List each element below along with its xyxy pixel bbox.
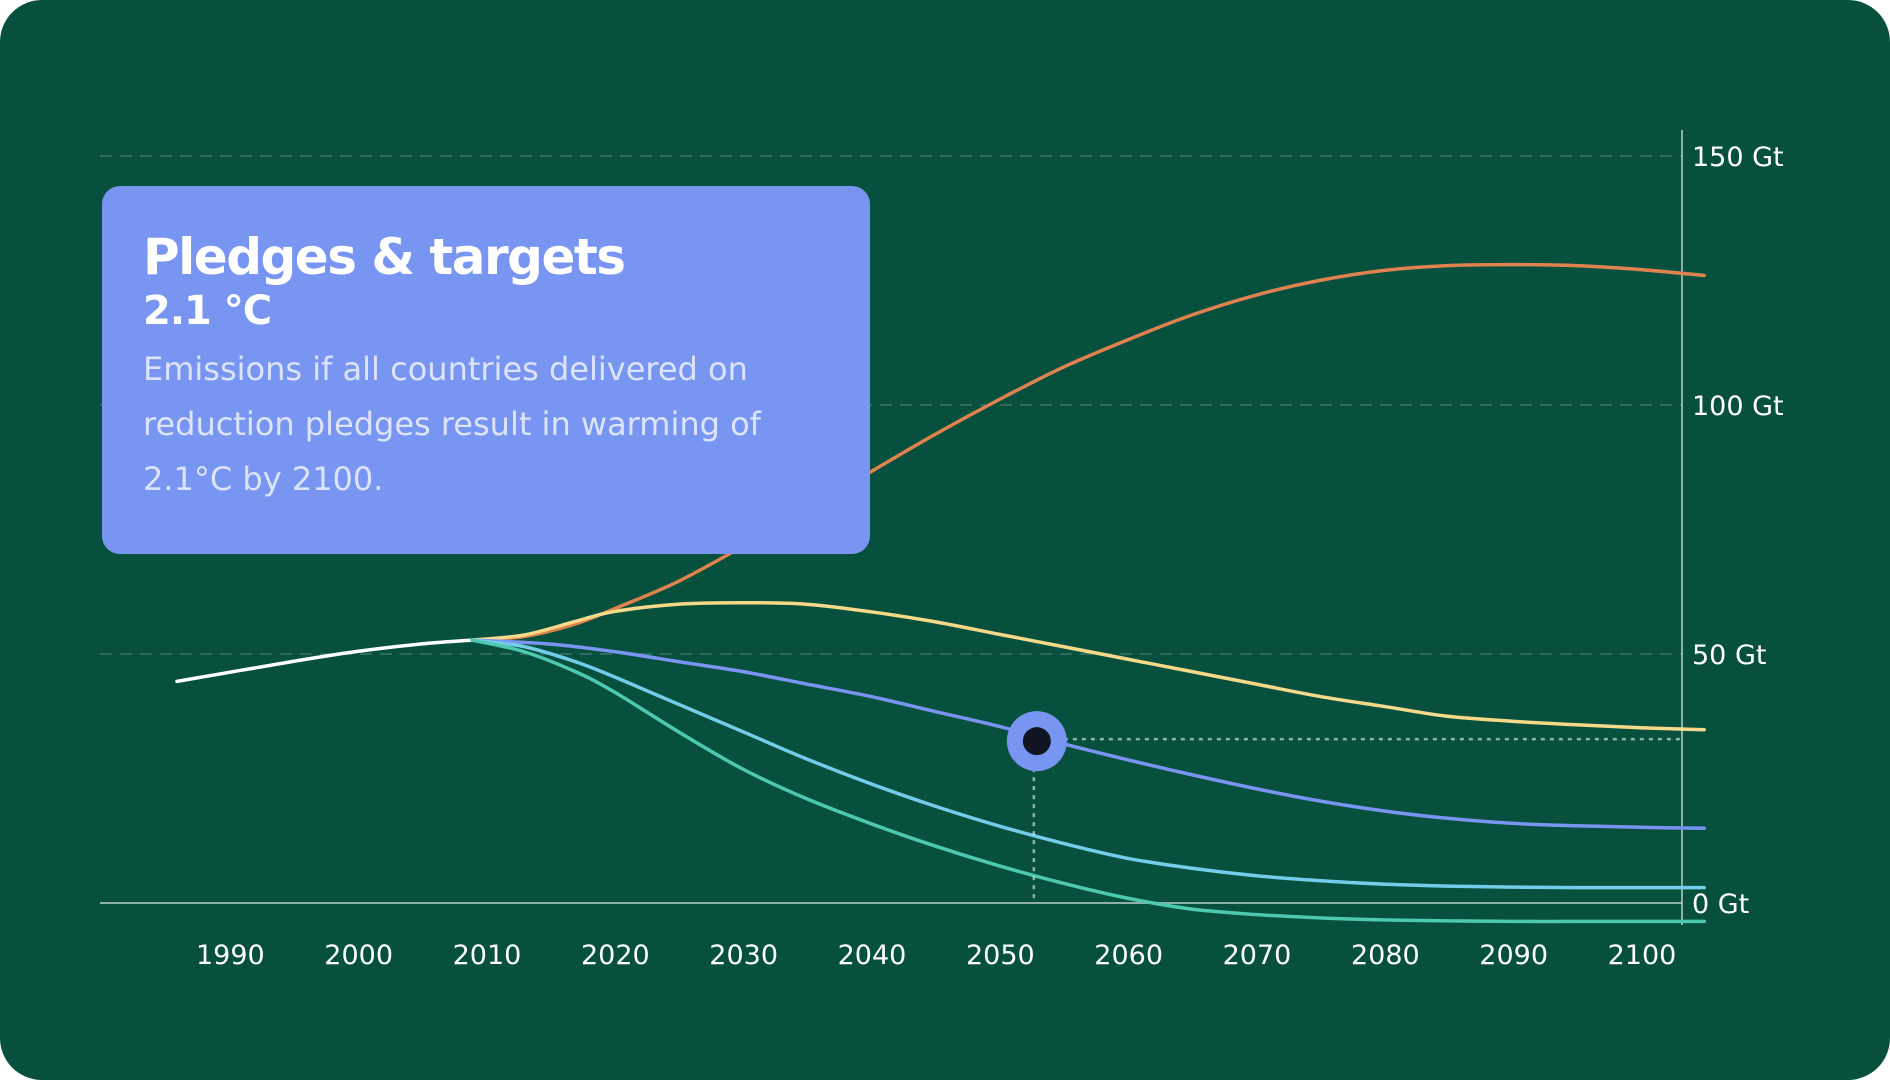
y-tick-label-50: 50 Gt [1692, 640, 1766, 671]
x-tick-label-1990: 1990 [196, 940, 265, 971]
card-description: Emissions if all countries delivered on … [143, 350, 761, 498]
y-tick-label-100: 100 Gt [1692, 391, 1784, 422]
x-tick-labels: 1990 2000 2010 2020 2030 2040 2050 2060 2070 2080… [196, 940, 1676, 971]
series-line-teal [470, 638, 1706, 924]
series-line-orange [470, 262, 1706, 642]
x-tick-label-2070: 2070 [1223, 940, 1292, 971]
y-tick-labels: 0 Gt 50 Gt 100 Gt 150 Gt [1692, 142, 1784, 920]
x-tick-label-2030: 2030 [709, 940, 778, 971]
card-temperature: 2.1 °C [143, 288, 272, 334]
x-tick-label-2010: 2010 [453, 940, 522, 971]
highlight-marker[interactable] [1006, 711, 1067, 772]
x-tick-label-2090: 2090 [1479, 940, 1548, 971]
highlight-guides [1032, 737, 1682, 903]
highlight-marker-dot[interactable] [1022, 727, 1051, 756]
x-tick-label-2020: 2020 [581, 940, 650, 971]
y-tick-label-150: 150 Gt [1692, 142, 1784, 173]
y-tick-label-0: 0 Gt [1692, 889, 1749, 920]
axes [100, 130, 1683, 925]
series-line-lightblue [470, 638, 1706, 890]
series-lines [175, 262, 1706, 924]
x-tick-label-2100: 2100 [1608, 940, 1677, 971]
x-tick-label-2040: 2040 [838, 940, 907, 971]
x-tick-label-2080: 2080 [1351, 940, 1420, 971]
x-tick-label-2060: 2060 [1094, 940, 1163, 971]
x-tick-label-2000: 2000 [324, 940, 393, 971]
scenario-info-card: Pledges & targets 2.1 °C Emissions if al… [102, 186, 870, 554]
series-line-blue [470, 638, 1706, 831]
x-tick-label-2050: 2050 [966, 940, 1035, 971]
series-line-yellow [470, 600, 1706, 732]
series-line-historical [175, 638, 474, 684]
card-title: Pledges & targets [143, 228, 626, 286]
